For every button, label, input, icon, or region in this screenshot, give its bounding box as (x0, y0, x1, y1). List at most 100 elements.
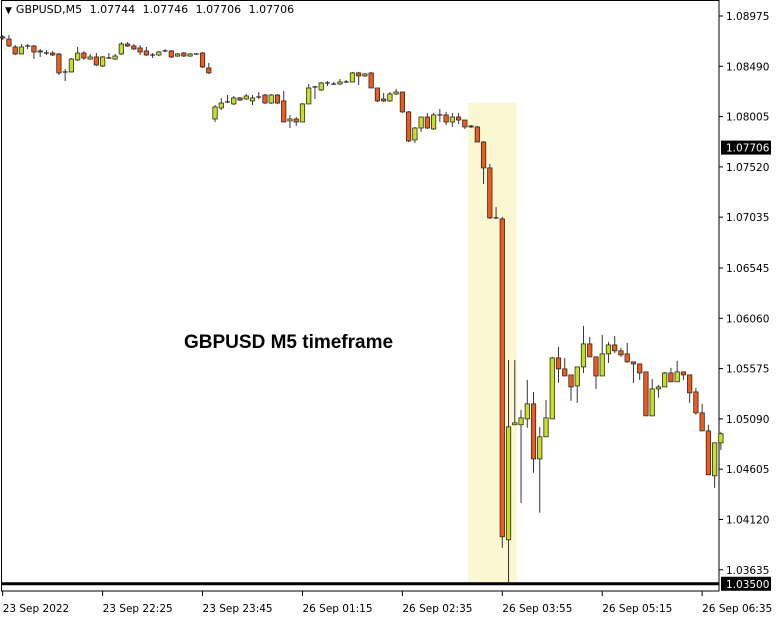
candle (712, 442, 718, 488)
candle (100, 56, 106, 68)
candle (268, 93, 274, 104)
candle (349, 71, 356, 83)
candle (287, 114, 293, 128)
candle-body-bull (605, 344, 612, 355)
candle-body-bull (362, 73, 368, 77)
candle-body-bull (387, 93, 393, 102)
candle (237, 96, 243, 101)
candle (156, 50, 162, 57)
candle-body-bear (562, 368, 568, 377)
candle (505, 359, 512, 584)
y-tick-label: 1.08005 (726, 112, 769, 124)
candle (537, 426, 543, 513)
candle (555, 346, 562, 383)
candle (93, 53, 99, 66)
open-value: 1.07744 (89, 3, 136, 16)
candle (406, 110, 412, 142)
candle (125, 42, 131, 48)
candle-body-bear (56, 53, 62, 74)
low-value: 1.07706 (195, 3, 242, 16)
candle (399, 91, 405, 113)
candle-body-bear (368, 72, 374, 89)
candle-body-bull (580, 343, 587, 368)
candle (524, 379, 530, 428)
candle (699, 403, 705, 432)
candle (106, 53, 112, 60)
candle-body-bull (718, 433, 724, 444)
candle (187, 53, 193, 57)
candle-body-bear (530, 403, 537, 460)
candle-body-bear (143, 50, 149, 56)
hline-price-label: 1.03500 (726, 579, 769, 591)
candle (231, 95, 237, 105)
y-tick-label: 1.07035 (726, 212, 769, 224)
candle-body-bear (406, 111, 412, 142)
candle (0, 34, 6, 40)
candle (249, 95, 256, 105)
candle (262, 93, 268, 104)
candle (543, 399, 549, 438)
candle (168, 50, 174, 58)
candle (468, 124, 474, 128)
y-tick-label: 1.03635 (726, 565, 769, 577)
candle (75, 47, 81, 62)
candle-body-bear (480, 141, 487, 169)
candle (225, 95, 231, 104)
candle-body-bull (524, 403, 530, 420)
candle (243, 93, 249, 100)
candle (680, 371, 687, 380)
candle (31, 45, 37, 60)
candle-body-bear (593, 356, 599, 377)
candle (256, 92, 262, 99)
candle-body-bull (449, 116, 455, 123)
candle-body-bull (431, 114, 437, 130)
candle-body-bull (268, 94, 274, 104)
candle (718, 431, 724, 450)
candle (599, 334, 605, 377)
candle-body-bear (6, 38, 12, 47)
y-tick-label: 1.04605 (726, 464, 769, 476)
candle-body-bear (93, 56, 99, 66)
candle (674, 360, 680, 383)
candle (181, 51, 187, 57)
candle (112, 53, 118, 60)
y-tick-label: 1.05575 (726, 364, 769, 376)
candle (25, 43, 31, 49)
candle (193, 53, 199, 55)
triangle-down-icon[interactable]: ▼ (5, 6, 12, 16)
candle-body-bear (399, 91, 405, 113)
candle-body-bull (100, 56, 106, 67)
candle (480, 140, 487, 184)
candle-body-bull (712, 442, 718, 477)
candle-body-bear (624, 353, 630, 363)
candle (693, 387, 699, 415)
candle (374, 87, 381, 102)
candle (206, 62, 212, 74)
candle (143, 47, 149, 57)
candle-body-bull (18, 46, 25, 55)
x-tick-label: 26 Sep 06:35 (702, 603, 772, 615)
candle-body-bear (293, 118, 299, 123)
candle-body-bull (674, 371, 680, 383)
y-tick-label: 1.06545 (726, 263, 769, 275)
candle (412, 126, 418, 143)
candle (580, 325, 587, 373)
y-tick-label: 1.04120 (726, 514, 769, 526)
candle-body-bear (31, 45, 37, 53)
candle (118, 42, 124, 55)
candle-body-bear (680, 371, 687, 376)
x-tick-label: 26 Sep 02:35 (402, 603, 472, 615)
candle (705, 424, 711, 476)
y-tick-label: 1.06060 (726, 313, 769, 325)
candle (50, 50, 56, 57)
current-price-label: 1.07706 (726, 143, 770, 155)
candle-body-bear (499, 218, 505, 538)
candle (605, 341, 612, 363)
symbol-label: GBPUSD,M5 (15, 3, 83, 16)
candle (18, 43, 25, 55)
candle-body-bear (687, 374, 693, 394)
candle (474, 125, 480, 143)
candle (643, 371, 649, 417)
